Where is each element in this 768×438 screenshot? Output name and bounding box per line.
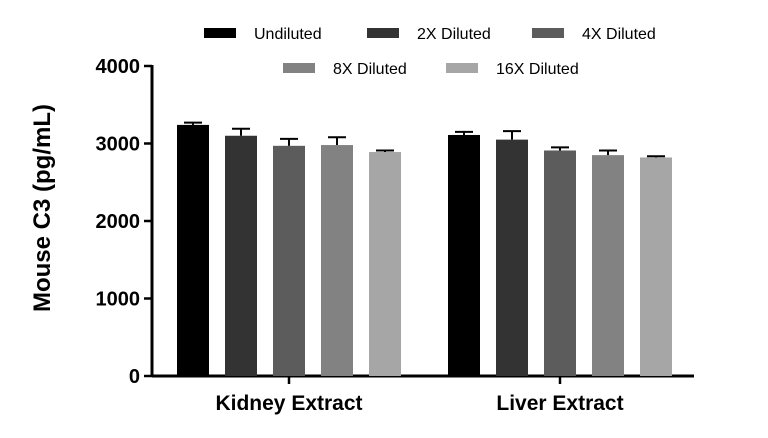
y-tick-label: 4000 <box>96 56 141 78</box>
bar <box>640 157 672 376</box>
x-tick-label: Liver Extract <box>496 392 623 415</box>
legend-swatch <box>367 28 399 38</box>
bar <box>448 134 480 376</box>
x-axis: Kidney Extract Liver Extract <box>152 374 694 415</box>
bar <box>225 135 257 376</box>
bars <box>177 121 672 377</box>
bar <box>177 124 209 377</box>
legend-label: Undiluted <box>254 26 322 43</box>
legend-label: 8X Diluted <box>333 61 407 78</box>
legend-swatch <box>446 63 478 73</box>
legend-label: 16X Diluted <box>496 61 579 78</box>
legend-label: 2X Diluted <box>417 26 491 43</box>
bar <box>321 145 353 376</box>
y-axis-label: Mouse C3 (pg/mL) <box>29 104 56 312</box>
legend: Undiluted 2X Diluted 4X Diluted 8X Diluted 1… <box>204 26 656 78</box>
y-tick-label: 0 <box>129 366 140 388</box>
bar <box>369 152 401 376</box>
y-tick-label: 3000 <box>96 134 141 156</box>
legend-swatch <box>283 63 315 73</box>
y-axis: 0 1000 2000 3000 4000 <box>96 56 154 388</box>
legend-swatch <box>204 28 236 38</box>
bar <box>592 155 624 376</box>
legend-label: 4X Diluted <box>582 26 656 43</box>
bar <box>273 145 305 376</box>
bar <box>544 150 576 376</box>
y-tick-label: 2000 <box>96 211 141 233</box>
legend-swatch <box>532 28 564 38</box>
y-tick-label: 1000 <box>96 289 141 311</box>
bar <box>496 139 528 376</box>
x-tick-label: Kidney Extract <box>215 392 362 415</box>
